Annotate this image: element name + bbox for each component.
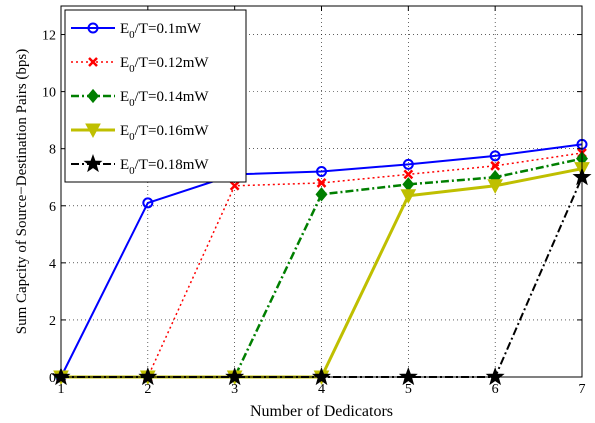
- y-tick-label: 12: [42, 29, 56, 44]
- data-point: [87, 88, 99, 104]
- y-tick-label: 0: [49, 371, 56, 386]
- legend-label: E0/T=0.14mW: [120, 89, 209, 109]
- x-tick-label: 1: [58, 382, 65, 397]
- y-tick-label: 2: [49, 314, 56, 329]
- legend-entry: E0/T=0.14mW: [71, 88, 209, 109]
- legend-entry: E0/T=0.1mW: [71, 21, 202, 41]
- data-point: [88, 57, 98, 67]
- data-point: [316, 166, 327, 178]
- series-line: [60, 143, 583, 378]
- data-point: [489, 150, 501, 162]
- grid: [61, 6, 582, 377]
- data-point: [83, 154, 103, 173]
- data-point: [402, 158, 414, 170]
- y-axis-label: Sum Capcity of Source−Destination Pairs …: [14, 49, 30, 335]
- data-point: [315, 187, 328, 202]
- legend-label: E0/T=0.12mW: [120, 55, 209, 75]
- x-tick-label: 5: [405, 382, 412, 397]
- legend: E0/T=0.1mW E0/T=0.12mW E0/T=0.14mW E0/T=0.1…: [64, 9, 247, 183]
- series-1: [55, 138, 588, 383]
- data-point: [85, 123, 101, 139]
- data-point: [316, 178, 327, 188]
- y-tick-label: 10: [42, 86, 56, 101]
- data-point: [487, 179, 504, 194]
- x-tick-label: 7: [579, 382, 586, 397]
- data-point: [403, 169, 414, 180]
- y-tick-label: 6: [49, 200, 56, 215]
- data-point: [402, 177, 415, 192]
- data-point: [400, 189, 417, 204]
- x-tick-label: 2: [144, 382, 151, 397]
- x-tick-label: 4: [318, 382, 325, 397]
- legend-label: E0/T=0.18mW: [120, 157, 209, 177]
- series-line: [61, 176, 583, 378]
- legend-label: E0/T=0.1mW: [120, 21, 202, 41]
- data-point: [87, 22, 99, 34]
- y-tick-label: 4: [49, 257, 56, 272]
- x-tick-label: 3: [231, 382, 238, 397]
- legend-entry: E0/T=0.16mW: [71, 123, 209, 143]
- x-axis-label: Number of Dedicators: [250, 403, 393, 420]
- x-tick-label: 6: [492, 382, 499, 397]
- legend-entry: E0/T=0.12mW: [71, 55, 209, 75]
- data-point: [142, 197, 154, 209]
- legend-label: E0/T=0.16mW: [120, 123, 209, 143]
- y-tick-label: 8: [49, 143, 56, 158]
- data-point: [229, 180, 240, 191]
- data-point: [490, 160, 501, 171]
- legend-entry: E0/T=0.18mW: [71, 154, 209, 177]
